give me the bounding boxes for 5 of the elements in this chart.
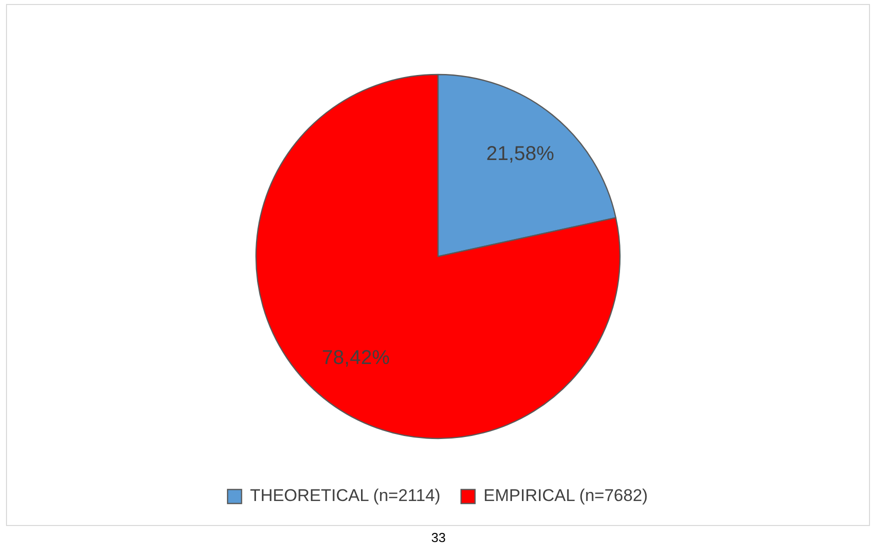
legend-label: THEORETICAL (n=2114) [250, 486, 440, 506]
data-label: 78,42% [322, 347, 390, 370]
text: 33 [430, 530, 447, 545]
data-label: 21,58% [486, 142, 554, 165]
legend-label: EMPIRICAL (n=7682) [484, 486, 648, 506]
